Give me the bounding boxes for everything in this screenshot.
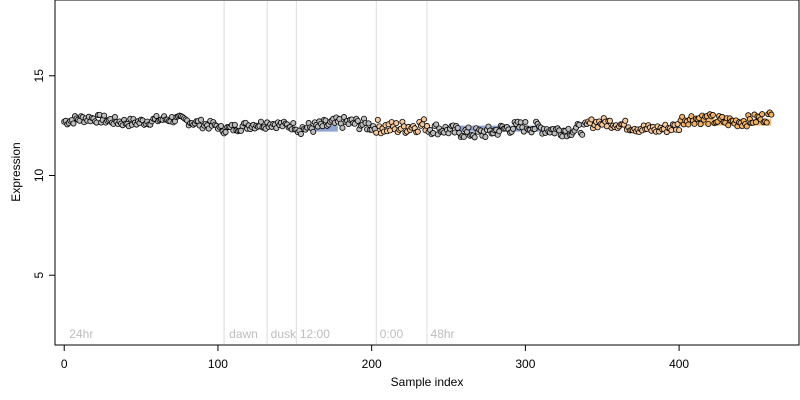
x-tick-label: 0 xyxy=(61,357,68,371)
data-point xyxy=(374,116,381,123)
data-point xyxy=(697,121,704,128)
data-point xyxy=(111,114,118,121)
data-point xyxy=(257,118,264,125)
data-point xyxy=(685,121,692,128)
annotation-label: 12:00 xyxy=(300,327,330,341)
x-tick-label: 300 xyxy=(515,357,535,371)
data-point xyxy=(752,119,759,126)
data-point xyxy=(606,117,613,124)
data-point xyxy=(454,124,461,131)
data-point xyxy=(465,124,472,131)
y-tick-label: 10 xyxy=(32,168,46,182)
x-tick-label: 400 xyxy=(669,357,689,371)
y-tick-label: 15 xyxy=(32,69,46,83)
y-axis-title: Expression xyxy=(9,142,23,201)
data-point xyxy=(423,123,430,130)
annotation-label: 48hr xyxy=(431,327,455,341)
data-point xyxy=(531,126,538,133)
x-axis: 0 100 200 300 400 xyxy=(61,344,689,371)
data-point xyxy=(365,120,372,127)
data-point xyxy=(433,121,440,128)
annotation-label: dusk xyxy=(271,327,297,341)
y-axis: 5 10 15 xyxy=(32,69,56,279)
data-point xyxy=(218,122,225,129)
data-point xyxy=(763,119,770,126)
y-tick-label: 5 xyxy=(32,272,46,279)
data-point xyxy=(393,120,400,127)
data-point xyxy=(420,116,427,123)
data-point xyxy=(676,127,683,134)
data-point xyxy=(231,121,238,128)
data-point xyxy=(414,128,421,135)
data-point xyxy=(510,125,517,132)
data-point xyxy=(297,130,304,137)
x-tick-label: 200 xyxy=(362,357,382,371)
data-point xyxy=(705,120,712,127)
data-point xyxy=(725,122,732,129)
data-point xyxy=(579,131,586,138)
data-point xyxy=(768,111,775,118)
highlight-band-0 xyxy=(313,125,338,132)
data-points xyxy=(61,109,775,141)
data-point xyxy=(496,128,503,135)
data-point xyxy=(691,120,698,127)
data-point xyxy=(153,112,160,119)
data-point xyxy=(460,133,467,140)
data-point xyxy=(588,116,595,123)
data-point xyxy=(471,134,478,141)
x-tick-label: 100 xyxy=(208,357,228,371)
annotation-label: 24hr xyxy=(69,327,93,341)
data-point xyxy=(198,116,205,123)
data-point xyxy=(222,129,229,136)
data-point xyxy=(290,120,297,127)
annotation-label: dawn xyxy=(229,327,258,341)
data-point xyxy=(709,112,716,119)
data-point xyxy=(759,111,766,118)
data-point xyxy=(743,123,750,130)
data-point xyxy=(101,112,108,119)
vertical-reference-lines xyxy=(223,1,428,344)
data-point xyxy=(310,128,317,135)
x-axis-title: Sample index xyxy=(391,375,464,389)
data-point xyxy=(622,117,629,124)
data-point xyxy=(565,125,572,132)
annotation-label: 0:00 xyxy=(380,327,404,341)
annotations: 24hr dawn dusk 12:00 0:00 48hr xyxy=(69,327,454,341)
data-point xyxy=(70,120,77,127)
data-point xyxy=(339,124,346,131)
data-point xyxy=(354,117,361,124)
data-point xyxy=(482,133,489,140)
data-point xyxy=(522,118,529,125)
